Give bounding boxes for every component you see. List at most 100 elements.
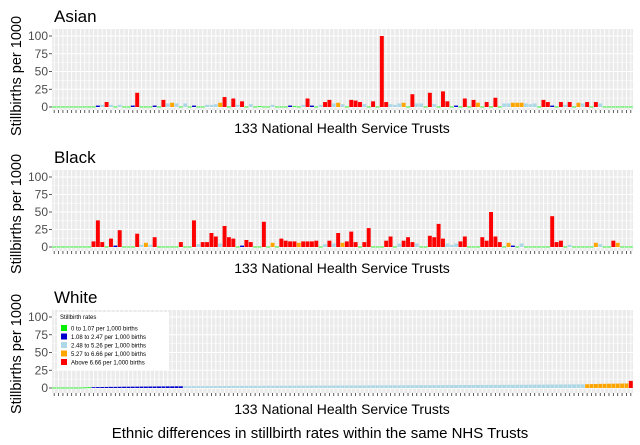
bar [100, 387, 105, 388]
bar [449, 385, 454, 388]
bar [510, 384, 515, 388]
bar [506, 242, 511, 247]
bar [340, 385, 345, 388]
legend: Stillbirth rates 0 to 1.07 per 1,000 bir… [57, 312, 169, 370]
panel-title-black: Black [54, 148, 96, 167]
bar [139, 386, 144, 388]
bar [532, 246, 537, 248]
bar [135, 386, 140, 388]
bar [471, 384, 476, 388]
bar [502, 103, 507, 107]
bar [192, 105, 196, 107]
bar [563, 384, 568, 388]
bar [165, 246, 170, 248]
bar [358, 246, 362, 248]
legend-swatch [61, 325, 67, 331]
bar [406, 106, 410, 108]
bar [60, 106, 65, 108]
bar [598, 383, 603, 388]
bar [532, 384, 537, 388]
bar [318, 385, 323, 388]
bar [104, 102, 109, 107]
bar [475, 384, 480, 388]
bar [388, 104, 393, 107]
bar [611, 383, 616, 388]
bar [589, 106, 594, 108]
bar [489, 384, 493, 388]
bar [371, 101, 376, 107]
bar [375, 106, 380, 108]
bar [436, 106, 441, 108]
bar [572, 384, 576, 388]
bar [353, 242, 358, 247]
bar [467, 106, 472, 108]
bar [497, 242, 502, 247]
bar [218, 243, 223, 247]
bar [336, 233, 341, 247]
bar [432, 104, 437, 107]
bar [593, 242, 598, 247]
bar [218, 386, 223, 388]
bar [493, 384, 498, 388]
y-tick-label: 100 [28, 29, 48, 43]
bar [130, 246, 135, 248]
bar [545, 384, 550, 388]
bar [183, 386, 188, 388]
legend-swatch [61, 333, 67, 340]
bar [541, 246, 546, 248]
bar [283, 385, 288, 388]
y-tick-label: 100 [28, 310, 48, 324]
bar [174, 386, 179, 388]
legend-swatch [61, 350, 67, 357]
bar [576, 384, 581, 388]
bar [550, 384, 555, 388]
bar [226, 237, 231, 247]
bar [174, 246, 179, 248]
bar [178, 386, 183, 388]
legend-label: 0 to 1.07 per 1,000 births [71, 327, 138, 333]
bar [458, 241, 463, 247]
bar [401, 102, 406, 107]
bar [323, 244, 327, 247]
bar [288, 105, 293, 107]
bar [248, 385, 253, 388]
bar [318, 246, 323, 248]
bar [143, 106, 148, 108]
bar [410, 242, 415, 247]
panel-title-asian: Asian [54, 7, 97, 26]
bar [275, 106, 279, 108]
bar [69, 106, 74, 108]
bar [196, 244, 201, 247]
bar [165, 386, 170, 388]
bar [253, 385, 258, 388]
bar [279, 385, 284, 388]
bar [135, 233, 140, 247]
x-axis-label-asian: 133 National Health Service Trusts [234, 120, 450, 136]
bar [414, 243, 419, 247]
bar [371, 246, 376, 248]
bar [139, 106, 144, 108]
bar [157, 106, 161, 108]
bar [519, 102, 524, 107]
y-axis-label-black: Stillbirths per 1000 [9, 154, 25, 274]
bar [528, 246, 533, 248]
bar [585, 384, 590, 388]
bar [397, 103, 402, 107]
bar [196, 106, 201, 108]
bar [196, 386, 201, 388]
bar [427, 235, 432, 247]
y-axis-label-white: Stillbirths per 1000 [9, 294, 25, 414]
bar [449, 106, 454, 108]
bar [585, 102, 590, 107]
bar [161, 386, 166, 388]
bar [558, 240, 563, 247]
bar [183, 103, 188, 107]
bar [484, 240, 489, 247]
bar [423, 106, 428, 108]
bar [270, 385, 275, 388]
bar [222, 386, 227, 388]
bar [336, 385, 341, 388]
bar [388, 385, 393, 388]
bar [288, 241, 293, 247]
